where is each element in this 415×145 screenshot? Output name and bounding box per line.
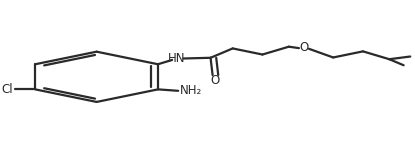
- Text: HN: HN: [167, 52, 185, 65]
- Text: O: O: [211, 74, 220, 87]
- Text: Cl: Cl: [1, 83, 13, 96]
- Text: O: O: [300, 41, 309, 54]
- Text: NH₂: NH₂: [180, 84, 203, 97]
